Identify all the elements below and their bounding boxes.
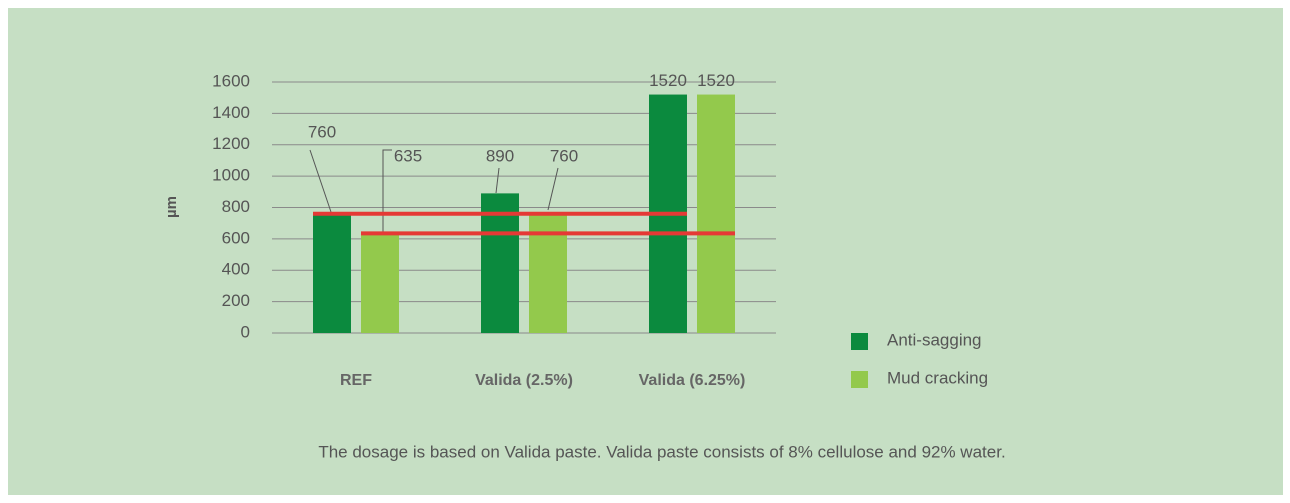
data-label: 760 xyxy=(308,122,336,141)
y-tick-label: 1000 xyxy=(212,166,250,185)
leader-line xyxy=(309,149,332,213)
y-tick-label: 1600 xyxy=(212,71,250,90)
y-tick-label: 0 xyxy=(241,322,250,341)
leader-line xyxy=(547,167,559,211)
bar xyxy=(697,94,735,333)
legend-label: Mud cracking xyxy=(887,368,988,387)
y-tick-label: 200 xyxy=(222,291,250,310)
legend-swatch xyxy=(851,333,868,350)
y-tick-label: 1200 xyxy=(212,134,250,153)
y-tick-label: 800 xyxy=(222,197,250,216)
bar xyxy=(313,213,351,333)
panel xyxy=(8,8,1283,495)
x-tick-label: Valida (6.25%) xyxy=(639,372,746,389)
data-label: 760 xyxy=(550,146,578,165)
data-label: 1520 xyxy=(697,71,735,90)
legend-swatch xyxy=(851,371,868,388)
y-tick-label: 400 xyxy=(222,260,250,279)
caption: The dosage is based on Valida paste. Val… xyxy=(318,442,1005,461)
data-label: 1520 xyxy=(649,71,687,90)
data-label: 635 xyxy=(394,146,422,165)
bar xyxy=(361,233,399,333)
x-tick-label: REF xyxy=(340,372,372,389)
leader-line xyxy=(382,149,392,232)
data-label: 890 xyxy=(486,146,514,165)
legend-label: Anti-sagging xyxy=(887,330,982,349)
y-axis-label: µm xyxy=(163,196,180,218)
y-tick-label: 1400 xyxy=(212,103,250,122)
bar xyxy=(481,193,519,333)
y-tick-label: 600 xyxy=(222,228,250,247)
leader-line xyxy=(495,167,500,194)
x-tick-label: Valida (2.5%) xyxy=(475,372,573,389)
